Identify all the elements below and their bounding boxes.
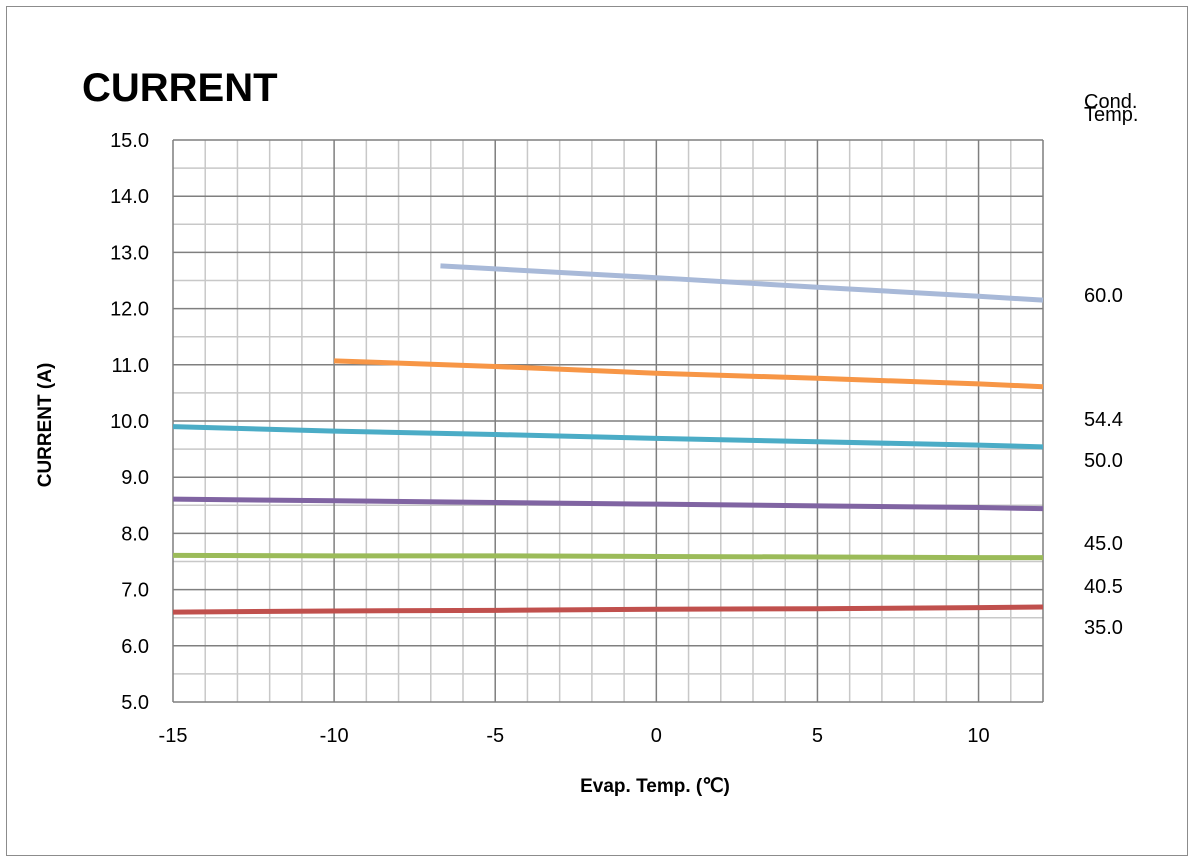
x-tick-label: -5 [486, 725, 504, 747]
series-label: 50.0 [1084, 450, 1123, 472]
series-line [172, 496, 1044, 512]
x-tick-label: -10 [320, 725, 349, 747]
x-axis-label: Evap. Temp. (℃) [580, 776, 730, 797]
series-line [172, 424, 1044, 450]
legend-title-line1: Cond. [1084, 91, 1138, 113]
series-line [440, 263, 1044, 303]
y-tick-label: 6.0 [121, 636, 149, 658]
chart-title: CURRENT [82, 66, 278, 110]
y-tick-label: 8.0 [121, 523, 149, 545]
y-tick-label: 15.0 [110, 130, 149, 152]
y-tick-label: 11.0 [112, 355, 149, 377]
series-label: 60.0 [1084, 285, 1123, 307]
y-tick-label: 12.0 [110, 299, 149, 321]
series-line [172, 604, 1044, 615]
y-tick-label: 7.0 [121, 580, 149, 602]
series-label: 35.0 [1084, 617, 1123, 639]
y-axis-label: CURRENT (A) [35, 362, 56, 488]
x-tick-label: 5 [812, 725, 823, 747]
x-tick-label: -15 [159, 725, 188, 747]
series-line [334, 358, 1044, 390]
series-label: 40.5 [1084, 576, 1123, 598]
y-tick-label: 10.0 [110, 411, 149, 433]
legend-title-line2: Temp. [1084, 104, 1139, 126]
x-tick-label: 0 [651, 725, 662, 747]
series-line [172, 552, 1043, 561]
y-tick-label: 13.0 [110, 242, 149, 264]
series-label: 54.4 [1084, 409, 1123, 431]
y-tick-label: 14.0 [110, 186, 149, 208]
y-tick-label: 9.0 [121, 467, 149, 489]
x-tick-label: 10 [967, 725, 989, 747]
y-tick-label: 5.0 [121, 692, 149, 714]
series-label: 45.0 [1084, 533, 1123, 555]
